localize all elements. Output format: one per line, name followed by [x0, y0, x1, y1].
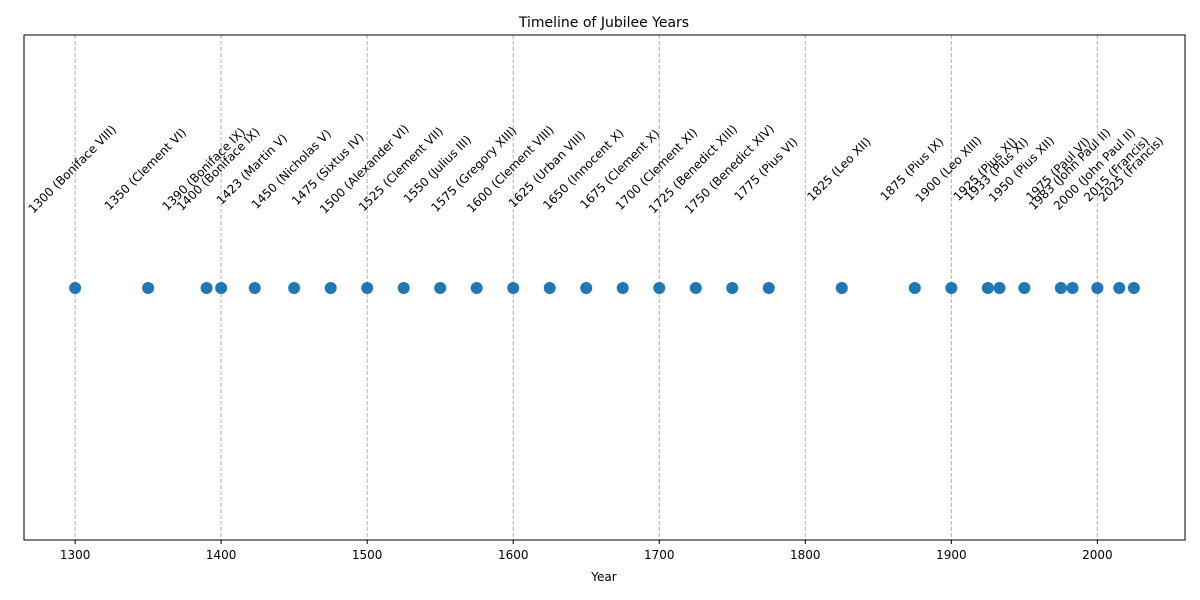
data-point	[397, 282, 410, 294]
data-point	[1018, 282, 1031, 294]
data-point	[1127, 282, 1140, 294]
data-point	[616, 282, 629, 294]
x-tick-label: 1600	[498, 548, 529, 562]
data-point	[200, 282, 213, 294]
data-point	[434, 282, 447, 294]
data-point	[248, 282, 261, 294]
data-point	[726, 282, 739, 294]
x-tick-label: 2000	[1082, 548, 1113, 562]
data-point	[580, 282, 593, 294]
data-point	[142, 282, 155, 294]
chart-title: Timeline of Jubilee Years	[518, 15, 689, 31]
data-point	[470, 282, 483, 294]
data-label: 1875 (Pius IX)	[878, 135, 947, 204]
data-point	[361, 282, 374, 294]
data-point	[1091, 282, 1104, 294]
x-tick-label: 1700	[644, 548, 675, 562]
data-point	[507, 282, 520, 294]
data-point	[689, 282, 702, 294]
data-point	[543, 282, 556, 294]
data-point	[993, 282, 1006, 294]
data-label: 1925 (Pius XI)	[951, 135, 1020, 204]
x-axis-label: Year	[590, 570, 616, 584]
x-tick-label: 1400	[206, 548, 237, 562]
data-points	[69, 282, 1140, 294]
data-point	[981, 282, 994, 294]
data-point	[324, 282, 337, 294]
data-point	[835, 282, 848, 294]
x-tick-label: 1300	[60, 548, 91, 562]
data-point	[908, 282, 921, 294]
data-labels: 1300 (Boniface VIII)1350 (Clement VI)139…	[25, 122, 1166, 217]
plot-frame	[23, 34, 1186, 541]
data-point	[69, 282, 82, 294]
data-label: 1775 (Pius VI)	[732, 135, 801, 204]
x-tick-label: 1800	[790, 548, 821, 562]
x-tick-label: 1900	[936, 548, 967, 562]
data-point	[653, 282, 666, 294]
x-axis-ticks: 1300 1400 1500 1600 1700 1800 1900 2000	[60, 540, 1113, 562]
data-point	[215, 282, 228, 294]
x-tick-label: 1500	[352, 548, 383, 562]
data-point	[288, 282, 301, 294]
data-point	[1113, 282, 1126, 294]
data-label: 1825 (Leo XII)	[804, 135, 873, 204]
data-point	[1066, 282, 1079, 294]
data-point	[762, 282, 775, 294]
data-point	[945, 282, 958, 294]
data-point	[1054, 282, 1067, 294]
